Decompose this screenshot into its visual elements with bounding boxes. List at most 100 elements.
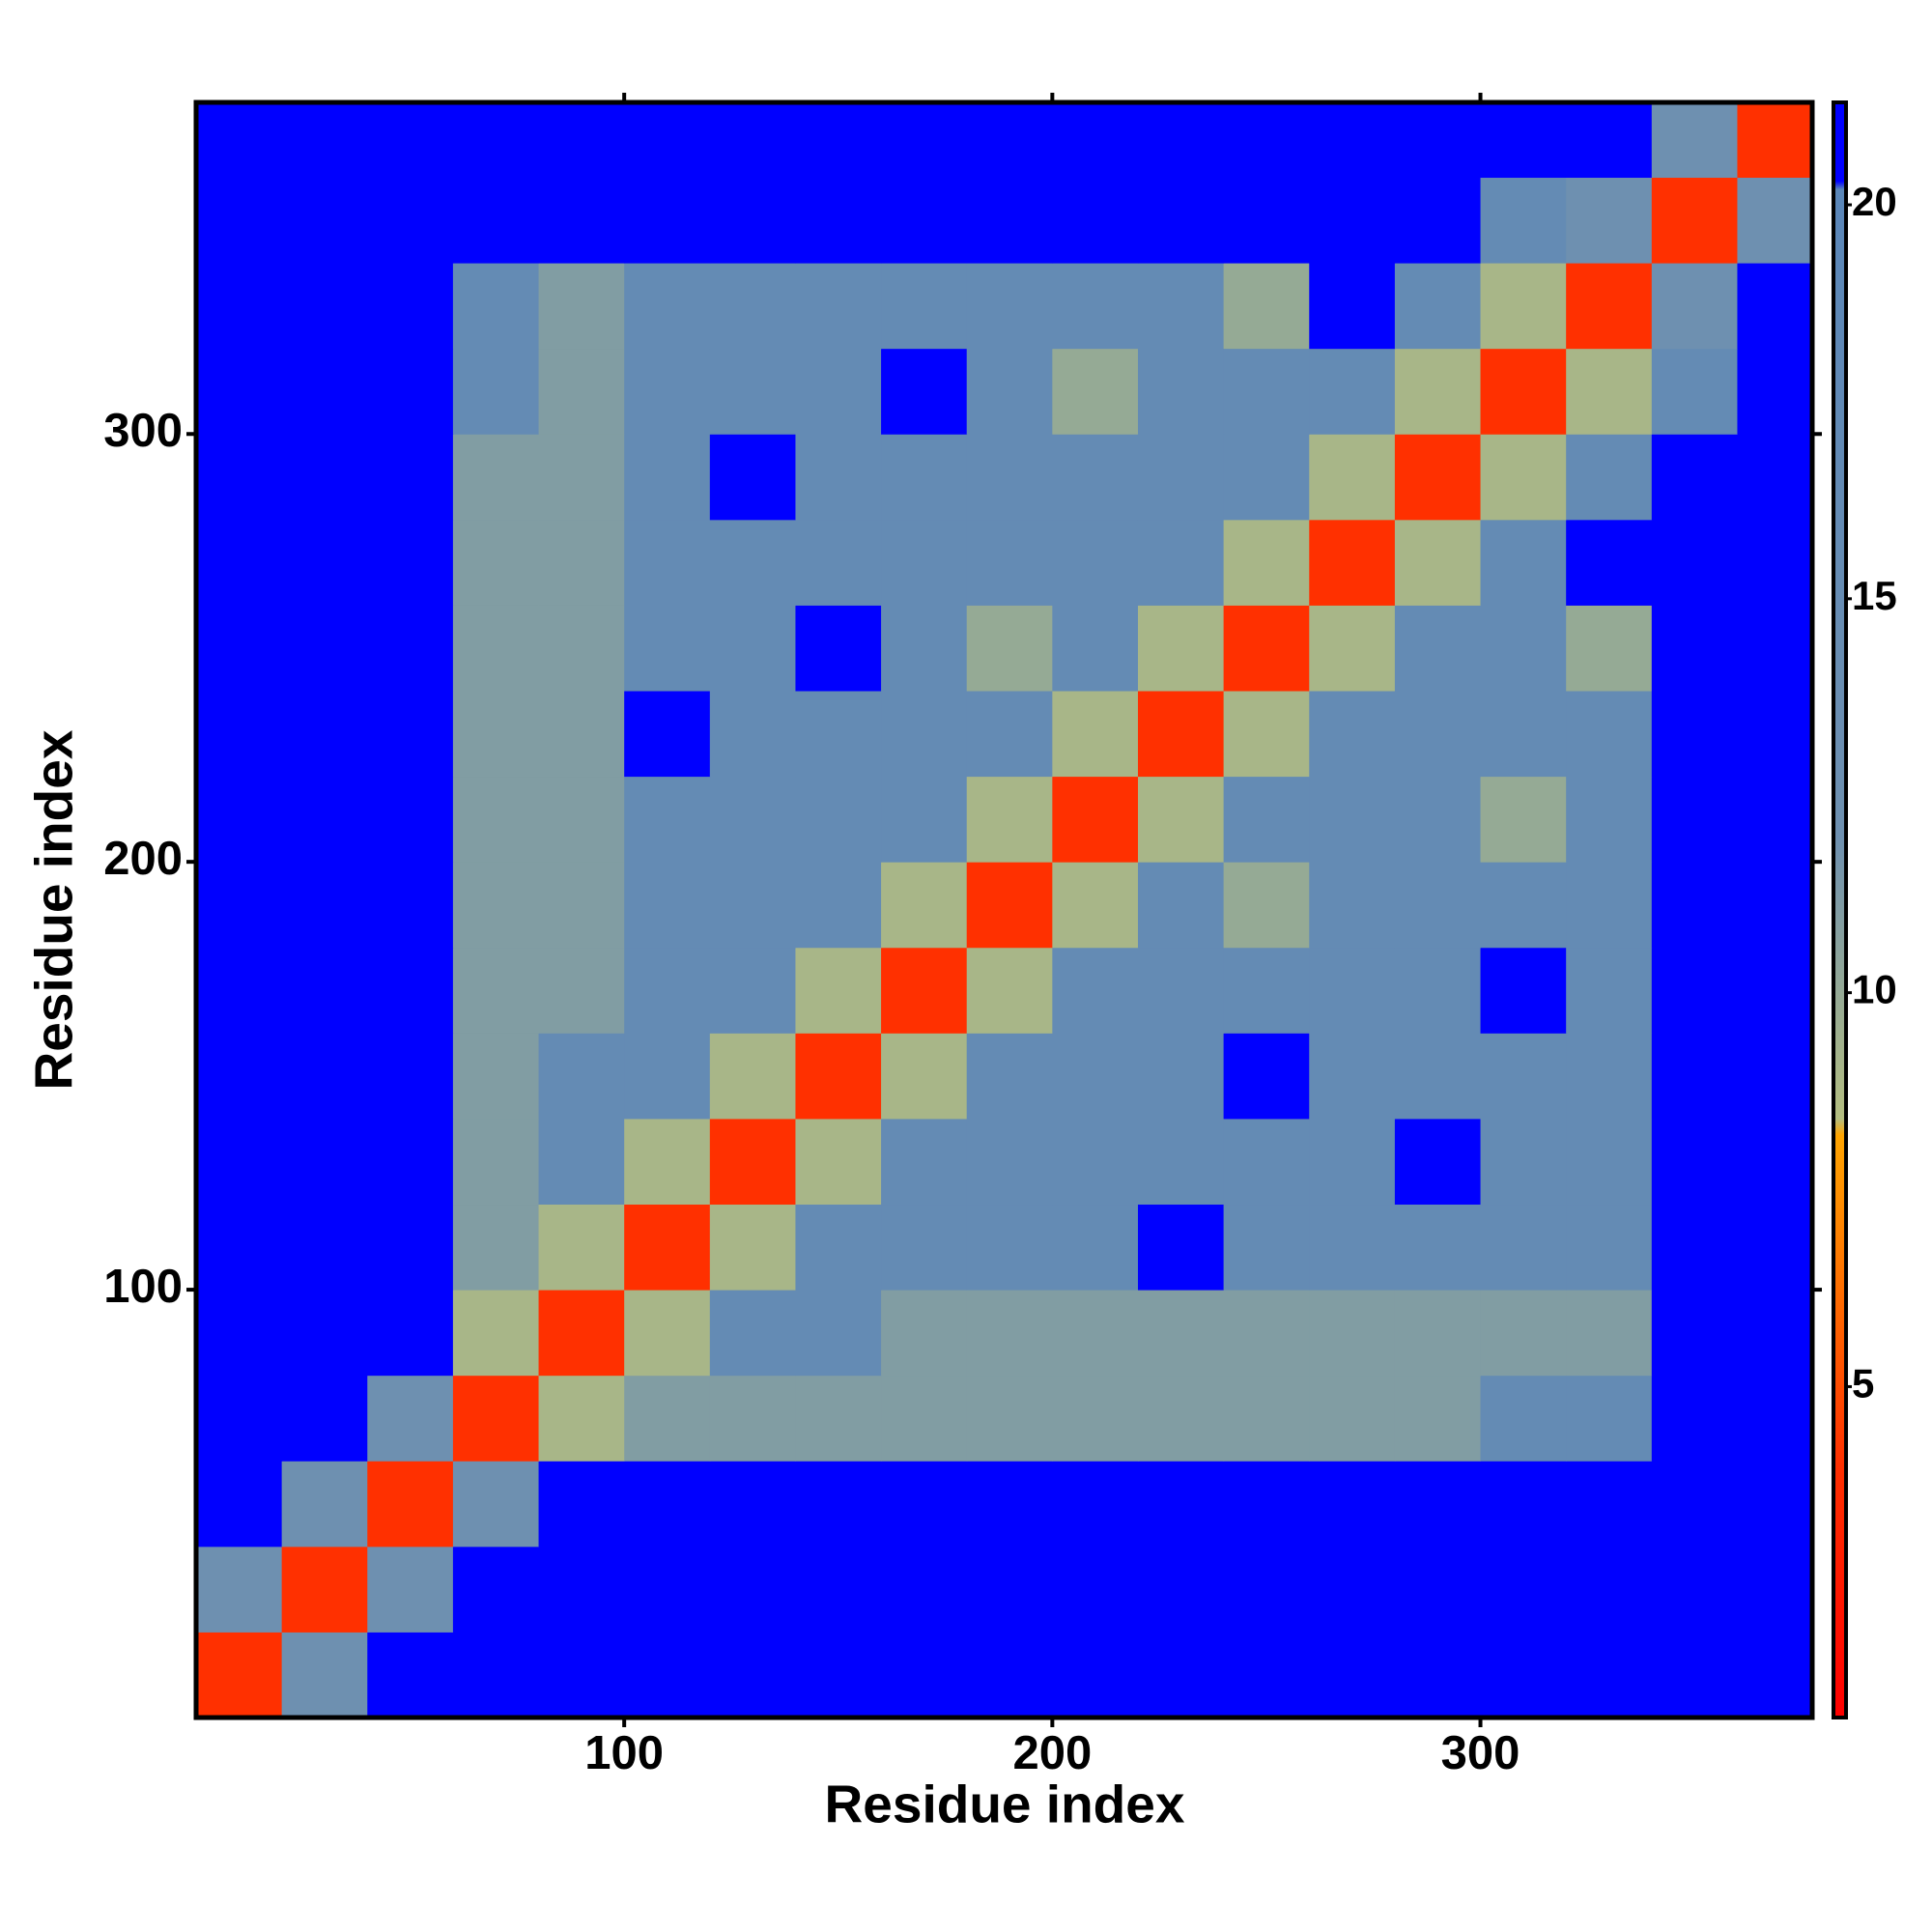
heatmap-cell — [281, 1290, 368, 1377]
heatmap-cell — [709, 862, 796, 949]
heatmap-cell — [196, 1632, 283, 1719]
heatmap-cell — [281, 263, 368, 350]
heatmap-cell — [196, 177, 283, 264]
heatmap-cell — [538, 102, 625, 179]
heatmap-cell — [196, 691, 283, 778]
heatmap-cell — [1309, 1118, 1396, 1206]
heatmap-cell — [1737, 1546, 1813, 1633]
heatmap-cell — [1651, 1033, 1738, 1120]
y-axis-title: Residue index — [24, 729, 84, 1090]
heatmap-cell — [1651, 1546, 1738, 1633]
heatmap-cell — [881, 348, 968, 435]
heatmap-cell — [367, 519, 454, 606]
heatmap-cell — [709, 1546, 796, 1633]
heatmap-cell — [624, 947, 711, 1034]
heatmap-cell — [1223, 605, 1310, 692]
heatmap-cell — [1137, 605, 1225, 692]
heatmap-cell — [1052, 862, 1139, 949]
heatmap-cell — [452, 1461, 540, 1548]
heatmap-cell — [1309, 691, 1396, 778]
heatmap-cell — [1480, 348, 1567, 435]
heatmap-cell — [1651, 1290, 1738, 1377]
heatmap-cell — [538, 605, 625, 692]
heatmap-cell — [281, 862, 368, 949]
heatmap-cell — [795, 947, 882, 1034]
heatmap-cell — [1137, 776, 1225, 863]
heatmap-cell — [1480, 605, 1567, 692]
heatmap-cell — [1480, 691, 1567, 778]
heatmap-cell — [1223, 776, 1310, 863]
heatmap-cell — [1651, 263, 1738, 350]
heatmap-cell — [1309, 177, 1396, 264]
heatmap-cell — [624, 102, 711, 179]
heatmap-cell — [795, 1118, 882, 1206]
heatmap-cell — [881, 263, 968, 350]
heatmap-cell — [1651, 947, 1738, 1034]
heatmap-cell — [1223, 1290, 1310, 1377]
heatmap-cell — [966, 1204, 1053, 1291]
heatmap-cell — [1737, 1290, 1813, 1377]
heatmap-cell — [1137, 1632, 1225, 1719]
heatmap-cell — [624, 862, 711, 949]
heatmap-cell — [709, 434, 796, 521]
heatmap-cell — [624, 1290, 711, 1377]
heatmap-cell — [196, 348, 283, 435]
heatmap-cell — [1737, 862, 1813, 949]
heatmap-cell — [1480, 1204, 1567, 1291]
colorbar-frame — [1832, 100, 1848, 1719]
heatmap-cell — [196, 1290, 283, 1377]
colorbar-segment — [1833, 188, 1846, 837]
heatmap-cell — [196, 947, 283, 1034]
colorbar-segment — [1833, 1465, 1846, 1719]
heatmap-cell — [881, 1546, 968, 1633]
heatmap-cell — [1223, 434, 1310, 521]
heatmap-cell — [196, 102, 283, 179]
heatmap-cell — [795, 776, 882, 863]
heatmap-cell — [1052, 776, 1139, 863]
heatmap-cell — [709, 947, 796, 1034]
heatmap-cell — [1052, 263, 1139, 350]
heatmap-cell — [1137, 1461, 1225, 1548]
heatmap-cell — [1737, 1204, 1813, 1291]
heatmap-cell — [452, 348, 540, 435]
heatmap-cell — [1052, 1546, 1139, 1633]
heatmap-cell — [1651, 434, 1738, 521]
heatmap-cell — [1137, 947, 1225, 1034]
heatmap-cell — [881, 1033, 968, 1120]
heatmap-cell — [1137, 434, 1225, 521]
heatmap-cell — [1566, 434, 1653, 521]
heatmap-cell — [1137, 1375, 1225, 1462]
heatmap-cell — [1566, 1033, 1653, 1120]
heatmap-cell — [196, 1204, 283, 1291]
heatmap-cell — [1394, 947, 1482, 1034]
heatmap-cell — [1137, 862, 1225, 949]
heatmap-cell — [1137, 348, 1225, 435]
heatmap-cell — [367, 1632, 454, 1719]
heatmap-cell — [966, 434, 1053, 521]
heatmap-cell — [966, 1033, 1053, 1120]
heatmap-cell — [709, 1290, 796, 1377]
heatmap-cell — [1394, 348, 1482, 435]
heatmap-cell — [966, 691, 1053, 778]
heatmap-cell — [709, 1375, 796, 1462]
heatmap-cell — [538, 1204, 625, 1291]
heatmap-cell — [452, 1204, 540, 1291]
x-axis-title: Residue index — [825, 1775, 1185, 1834]
heatmap-cell — [1052, 1118, 1139, 1206]
heatmap-cell — [1566, 1546, 1653, 1633]
heatmap-cell — [452, 691, 540, 778]
heatmap-cell — [1394, 605, 1482, 692]
heatmap-cell — [1052, 177, 1139, 264]
heatmap-cell — [452, 862, 540, 949]
colorbar-segment — [1833, 181, 1846, 190]
heatmap-cell — [966, 348, 1053, 435]
heatmap-cell — [1566, 102, 1653, 179]
heatmap-cell — [624, 1632, 711, 1719]
heatmap-cell — [1309, 1461, 1396, 1548]
heatmap-cell — [1137, 177, 1225, 264]
heatmap-cell — [367, 605, 454, 692]
heatmap-cell — [196, 1461, 283, 1548]
heatmap-cell — [538, 434, 625, 521]
heatmap-cell — [1651, 1632, 1738, 1719]
